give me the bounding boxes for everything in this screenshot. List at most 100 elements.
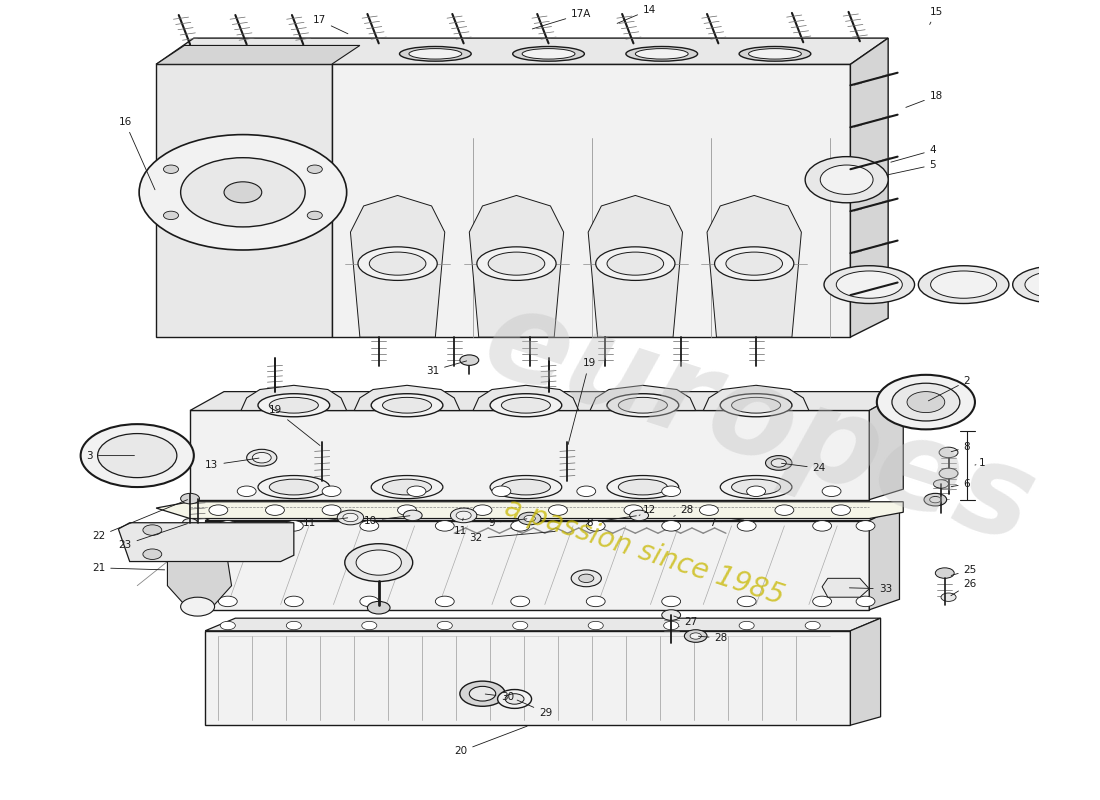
- Circle shape: [492, 486, 510, 497]
- Circle shape: [690, 633, 702, 639]
- Circle shape: [285, 596, 304, 606]
- Polygon shape: [470, 195, 563, 337]
- Circle shape: [892, 383, 960, 421]
- Circle shape: [771, 458, 786, 467]
- Text: 10: 10: [364, 516, 410, 526]
- Ellipse shape: [488, 252, 544, 275]
- Ellipse shape: [618, 398, 668, 413]
- Text: 12: 12: [639, 505, 656, 515]
- Text: 30: 30: [485, 692, 515, 702]
- Circle shape: [662, 521, 681, 531]
- Text: 7: 7: [708, 518, 744, 528]
- Circle shape: [939, 468, 958, 478]
- Text: 5: 5: [887, 160, 936, 175]
- Ellipse shape: [491, 475, 562, 498]
- Ellipse shape: [636, 49, 689, 59]
- Text: 28: 28: [673, 505, 694, 516]
- Circle shape: [407, 486, 426, 497]
- Ellipse shape: [918, 266, 1009, 303]
- Circle shape: [629, 510, 649, 521]
- Ellipse shape: [732, 398, 781, 413]
- Text: 11: 11: [304, 518, 348, 528]
- Polygon shape: [869, 392, 903, 500]
- Text: 29: 29: [517, 700, 552, 718]
- Polygon shape: [206, 618, 881, 630]
- Ellipse shape: [824, 266, 914, 303]
- Circle shape: [180, 494, 199, 504]
- Ellipse shape: [258, 475, 330, 498]
- Circle shape: [209, 505, 228, 515]
- Polygon shape: [331, 64, 850, 337]
- Ellipse shape: [931, 271, 997, 298]
- Circle shape: [456, 511, 471, 519]
- Circle shape: [939, 447, 958, 458]
- Text: 32: 32: [470, 531, 556, 543]
- Circle shape: [856, 521, 875, 531]
- Circle shape: [934, 480, 948, 488]
- Circle shape: [813, 596, 832, 606]
- Circle shape: [450, 508, 476, 522]
- Text: 25: 25: [952, 565, 977, 575]
- Text: 17A: 17A: [532, 9, 592, 29]
- Circle shape: [908, 392, 945, 413]
- Polygon shape: [351, 195, 444, 337]
- Circle shape: [219, 596, 238, 606]
- Text: 1: 1: [975, 458, 986, 468]
- Circle shape: [473, 505, 492, 515]
- Text: 27: 27: [674, 616, 697, 627]
- Text: 31: 31: [426, 361, 466, 376]
- Ellipse shape: [720, 475, 792, 498]
- Circle shape: [924, 494, 947, 506]
- Circle shape: [322, 505, 341, 515]
- Circle shape: [524, 515, 536, 522]
- Ellipse shape: [596, 247, 675, 281]
- Circle shape: [737, 596, 756, 606]
- Ellipse shape: [270, 398, 318, 413]
- Ellipse shape: [409, 49, 462, 59]
- Polygon shape: [206, 506, 900, 521]
- Polygon shape: [206, 630, 850, 725]
- Circle shape: [437, 622, 452, 630]
- Circle shape: [139, 134, 346, 250]
- Circle shape: [821, 165, 873, 194]
- Text: 17: 17: [312, 15, 348, 34]
- Polygon shape: [241, 386, 346, 410]
- Circle shape: [510, 596, 530, 606]
- Ellipse shape: [383, 479, 431, 495]
- Circle shape: [737, 521, 756, 531]
- Ellipse shape: [607, 475, 679, 498]
- Circle shape: [367, 602, 390, 614]
- Circle shape: [470, 686, 496, 701]
- Circle shape: [776, 505, 794, 515]
- Text: 8: 8: [952, 442, 970, 452]
- Circle shape: [219, 521, 238, 531]
- Polygon shape: [822, 578, 869, 598]
- Ellipse shape: [1025, 271, 1091, 298]
- Circle shape: [180, 158, 305, 227]
- Text: 22: 22: [92, 500, 187, 542]
- Circle shape: [164, 211, 178, 219]
- Polygon shape: [206, 521, 869, 610]
- Circle shape: [576, 486, 596, 497]
- Circle shape: [252, 453, 272, 463]
- Circle shape: [700, 505, 718, 515]
- Polygon shape: [473, 386, 579, 410]
- Ellipse shape: [732, 479, 781, 495]
- Ellipse shape: [618, 479, 668, 495]
- Ellipse shape: [720, 394, 792, 417]
- Circle shape: [684, 630, 707, 642]
- Circle shape: [322, 486, 341, 497]
- Polygon shape: [590, 386, 695, 410]
- Text: 20: 20: [454, 726, 527, 757]
- Circle shape: [513, 622, 528, 630]
- Polygon shape: [156, 64, 331, 337]
- Polygon shape: [167, 562, 232, 606]
- Circle shape: [460, 681, 505, 706]
- Circle shape: [360, 596, 378, 606]
- Text: 24: 24: [781, 463, 826, 473]
- Ellipse shape: [626, 46, 697, 61]
- Polygon shape: [190, 410, 869, 500]
- Circle shape: [356, 550, 402, 575]
- Ellipse shape: [258, 394, 330, 417]
- Circle shape: [436, 521, 454, 531]
